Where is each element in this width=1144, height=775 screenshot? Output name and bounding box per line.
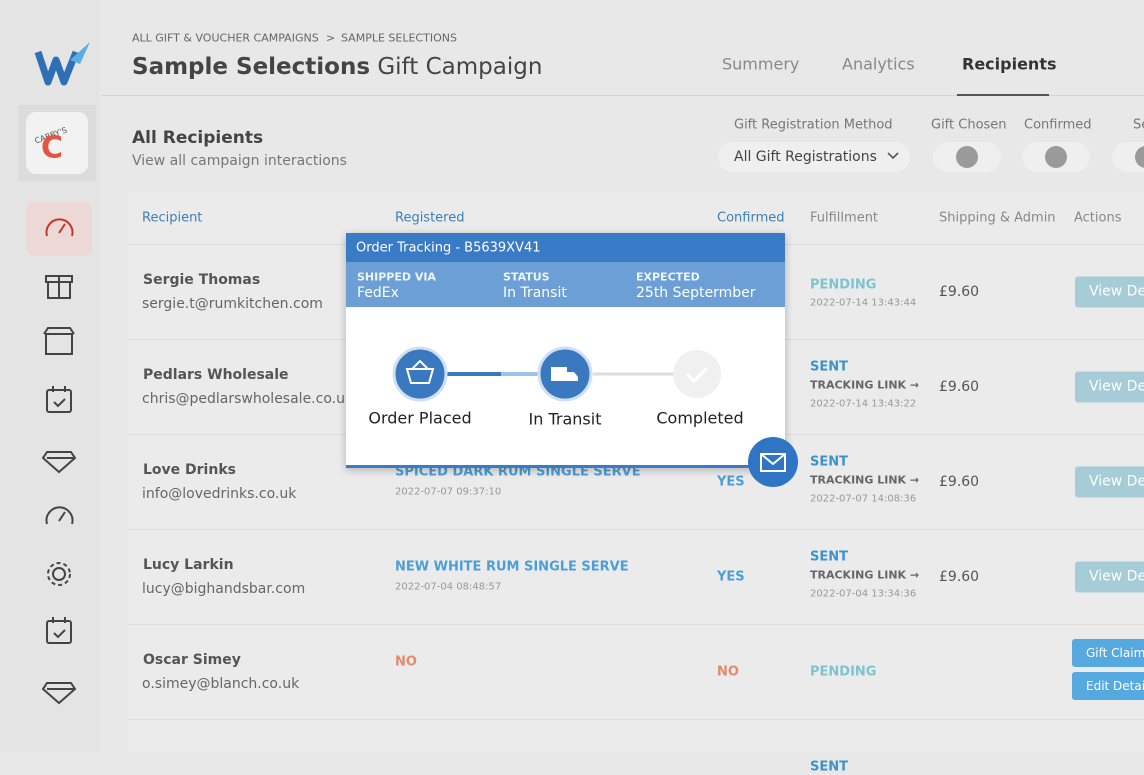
toggle-label: Gift Chosen — [931, 117, 1007, 133]
action-button[interactable]: Edit Details — [1072, 672, 1144, 700]
recipient-name: Pedlars Wholesale — [143, 367, 289, 383]
field-label: EXPECTED — [636, 270, 700, 284]
toggle[interactable] — [1112, 142, 1144, 172]
recipient-email: chris@pedlarswholesale.co.uk — [142, 391, 354, 407]
column-header: Recipient — [142, 210, 203, 226]
toggles — [933, 142, 1144, 172]
fulfillment-date: 2022-07-04 13:34:36 — [810, 588, 917, 600]
section-title: All Recipients — [132, 128, 264, 148]
filter-value: All Gift Registrations — [734, 149, 877, 165]
popup-footer-bar — [346, 465, 785, 468]
column-header: Shipping & Admin — [939, 210, 1056, 226]
tracking-steps — [392, 346, 721, 402]
field-value: FedEx — [357, 285, 399, 301]
step-label: Completed — [656, 408, 744, 428]
shipping-cost: £9.60 — [939, 379, 980, 395]
client-initial: C — [41, 130, 64, 166]
section-subtitle: View all campaign interactions — [132, 153, 347, 169]
action-button[interactable]: View Details — [1075, 276, 1144, 308]
tab[interactable]: Summery — [722, 54, 800, 74]
breadcrumb[interactable]: ALL GIFT & VOUCHER CAMPAIGNS — [132, 31, 319, 45]
registered-item: NO — [395, 654, 417, 670]
recipient-email: sergie.t@rumkitchen.com — [142, 296, 323, 312]
row-divider — [128, 624, 1144, 625]
column-header: Actions — [1074, 210, 1122, 226]
action-button[interactable]: View Details — [1075, 371, 1144, 403]
fulfillment-status: SENT — [810, 454, 848, 470]
step-label: Order Placed — [368, 408, 472, 428]
fulfillment-date: 2022-07-07 14:08:36 — [810, 493, 917, 505]
email-button[interactable] — [747, 436, 801, 490]
registered-date: 2022-07-04 08:48:57 — [395, 581, 502, 593]
column-header: Fulfillment — [810, 210, 879, 226]
action-button[interactable]: View Details — [1075, 466, 1144, 498]
fulfillment-status: SENT — [810, 759, 848, 775]
fulfillment-status: SENT — [810, 549, 848, 565]
shipping-cost: £9.60 — [939, 284, 980, 300]
fulfillment-date: 2022-07-14 13:43:44 — [810, 297, 917, 309]
popup-info-band — [346, 262, 785, 307]
registered-date: 2022-07-07 09:37:10 — [395, 486, 502, 498]
fulfillment-status: PENDING — [810, 277, 877, 293]
app-logo[interactable] — [34, 38, 96, 86]
recipient-name: Love Drinks — [143, 462, 236, 478]
recipient-email: o.simey@blanch.co.uk — [142, 676, 300, 692]
shipping-cost: £9.60 — [939, 474, 980, 490]
fulfillment-status: SENT — [810, 359, 848, 375]
field-label: SHIPPED VIA — [357, 270, 436, 284]
filter-label: Gift Registration Method — [734, 117, 893, 133]
registered-item: SPICED DARK RUM SINGLE SERVE — [395, 464, 641, 480]
recipient-name: Lucy Larkin — [143, 557, 234, 573]
popup-title: Order Tracking - B5639XV41 — [356, 240, 541, 256]
field-value: 25th Septermber — [636, 285, 756, 301]
row-divider — [128, 719, 1144, 720]
nav-store[interactable] — [45, 333, 73, 355]
tab-underline — [957, 94, 1049, 96]
title-bold: Sample Selections — [132, 54, 371, 80]
nav-icons — [41, 218, 77, 705]
toggle-label: Confirmed — [1024, 117, 1092, 133]
tracking-link[interactable]: TRACKING LINK → — [810, 473, 920, 487]
tracking-link[interactable]: TRACKING LINK → — [810, 378, 920, 392]
tab[interactable]: Analytics — [842, 54, 915, 74]
fulfillment-date: 2022-07-14 13:43:22 — [810, 398, 917, 410]
row-divider — [128, 529, 1144, 530]
popup-header — [346, 233, 785, 262]
column-header: Registered — [395, 210, 465, 226]
tracking-link[interactable]: TRACKING LINK → — [810, 568, 920, 582]
recipient-name: Sergie Thomas — [143, 272, 261, 288]
confirmed-status: YES — [717, 569, 745, 585]
action-button[interactable]: Gift Claim — [1072, 639, 1144, 667]
recipient-email: info@lovedrinks.co.uk — [142, 486, 297, 502]
title-rest: Gift Campaign — [377, 54, 543, 80]
toggle-label: Se — [1133, 117, 1144, 133]
recipient-email: lucy@bighandsbar.com — [142, 581, 306, 597]
header-divider — [102, 95, 1144, 96]
field-value: In Transit — [503, 285, 567, 301]
breadcrumb[interactable]: SAMPLE SELECTIONS — [341, 31, 457, 45]
field-label: STATUS — [503, 270, 550, 284]
dropdown-caret — [887, 152, 899, 160]
shipping-cost: £9.60 — [939, 569, 980, 585]
page: CABBY'S C ALL GIFT & VOUCHER CAMPAIGNS >… — [26, 31, 1144, 775]
page-title: Sample Selections Gift Campaign — [132, 54, 542, 80]
column-header: Confirmed — [717, 210, 785, 226]
recipient-name: Oscar Simey — [143, 652, 241, 668]
breadcrumb-separator: > — [326, 31, 336, 45]
tab[interactable]: Recipients — [962, 54, 1057, 74]
confirmed-status: NO — [717, 664, 739, 680]
client-logo[interactable] — [26, 112, 88, 174]
action-button[interactable]: View Details — [1075, 561, 1144, 593]
filter-dropdown[interactable] — [718, 142, 910, 172]
registered-item: NEW WHITE RUM SINGLE SERVE — [395, 559, 629, 575]
confirmed-status: YES — [717, 474, 745, 490]
active-nav — [26, 202, 92, 256]
step-label: In Transit — [528, 409, 602, 429]
fulfillment-status: PENDING — [810, 664, 877, 680]
